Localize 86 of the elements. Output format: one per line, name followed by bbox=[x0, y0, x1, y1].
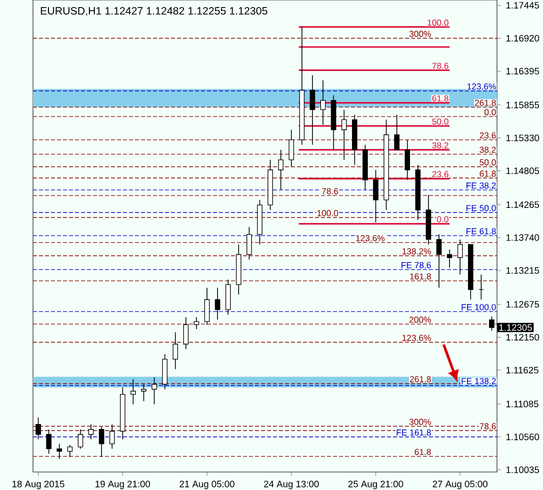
candlestick bbox=[373, 169, 378, 223]
y-tick-label: 1.12675 bbox=[506, 301, 540, 308]
annotation: 100.0 bbox=[317, 210, 338, 216]
x-tick-label: 19 Aug 21:00 bbox=[96, 480, 150, 490]
annotation: 123.6% bbox=[467, 83, 496, 90]
annotation: FE 138.2 bbox=[462, 378, 496, 384]
y-tick-label: 1.11085 bbox=[506, 400, 538, 408]
candlestick bbox=[194, 316, 200, 330]
annotation: 23.6 bbox=[432, 171, 448, 178]
annotation: 100.0 bbox=[428, 19, 448, 26]
y-tick-label: 1.16920 bbox=[506, 34, 540, 42]
candlestick bbox=[67, 444, 73, 458]
candlestick bbox=[489, 316, 494, 332]
candlestick bbox=[404, 139, 410, 180]
candlestick bbox=[36, 417, 41, 440]
candlestick bbox=[130, 378, 136, 405]
y-tick-label: 1.11625 bbox=[506, 366, 538, 374]
candlestick bbox=[109, 424, 115, 450]
candlestick bbox=[320, 80, 326, 126]
annotation: FE 100.0 bbox=[462, 304, 496, 310]
candlestick bbox=[78, 428, 84, 450]
candlestick bbox=[56, 443, 62, 460]
candlestick bbox=[246, 226, 252, 260]
annotation: 50.0 bbox=[432, 118, 448, 125]
y-tick-label: 1.13215 bbox=[506, 267, 540, 274]
candlestick bbox=[141, 384, 146, 402]
y-tick-label: 1.13740 bbox=[506, 234, 540, 241]
text: EURUSD,H1 1.12427 1.12482 1.12255 1.12305 bbox=[40, 7, 268, 16]
y-tick-label: 1.15855 bbox=[506, 102, 540, 108]
candlestick bbox=[278, 149, 284, 190]
annotation: 0.0 bbox=[484, 109, 496, 116]
candlestick bbox=[152, 376, 157, 405]
annotation: 261.8 bbox=[474, 100, 496, 106]
y-tick-label: 1.15330 bbox=[506, 134, 540, 142]
candlestick bbox=[436, 234, 442, 288]
x-tick-label: 21 Aug 05:00 bbox=[180, 480, 234, 490]
annotation: FE 78.6 bbox=[402, 262, 431, 268]
candlestick bbox=[214, 287, 220, 320]
annotation: 50.0 bbox=[480, 159, 496, 166]
annotation: 23.6 bbox=[480, 132, 496, 138]
annotation: 200% bbox=[410, 316, 431, 323]
annotation: 61.8 bbox=[480, 170, 496, 177]
annotation: 300% bbox=[409, 418, 431, 425]
annotation: 123.6% bbox=[402, 334, 431, 341]
annotation: 78.6 bbox=[432, 62, 448, 69]
x-tick-label: 25 Aug 21:00 bbox=[348, 480, 404, 490]
annotation: FE 161.8 bbox=[396, 429, 431, 436]
y-tick-label: 1.10035 bbox=[506, 466, 540, 474]
annotation: 78.6 bbox=[480, 423, 496, 430]
annotation: 138.2% bbox=[402, 248, 431, 254]
candlestick bbox=[341, 109, 347, 160]
annotation: 261.8 bbox=[410, 376, 431, 382]
annotation: FE 38.2 bbox=[466, 182, 496, 189]
candlestick bbox=[98, 426, 104, 458]
candlestick bbox=[446, 249, 452, 268]
candlestick bbox=[394, 114, 400, 150]
candlestick bbox=[88, 424, 94, 440]
candlestick bbox=[204, 287, 210, 326]
annotation: FE 50.0 bbox=[466, 205, 496, 212]
annotation: FE 61.8 bbox=[466, 228, 496, 234]
annotation: 0.0 bbox=[437, 216, 448, 222]
x-tick-label: 24 Aug 13:00 bbox=[264, 480, 319, 490]
candlestick bbox=[183, 316, 189, 350]
y-tick-label: 1.12150 bbox=[506, 334, 540, 341]
candlestick bbox=[478, 274, 484, 300]
annotation: 61.8 bbox=[432, 95, 448, 102]
candlestick bbox=[310, 74, 316, 146]
y-tick-label: 1.16395 bbox=[506, 68, 540, 74]
y-tick-label: 1.10560 bbox=[506, 434, 540, 440]
annotation: 61.8 bbox=[414, 448, 431, 455]
annotation: 38.2 bbox=[480, 146, 496, 153]
y-tick-label: 1.14265 bbox=[506, 201, 540, 208]
y-tick-label: 1.17445 bbox=[506, 2, 540, 9]
y-tick-label: 1.14805 bbox=[506, 168, 540, 174]
candlestick bbox=[288, 129, 294, 168]
text: 1.12305 bbox=[499, 324, 532, 331]
x-tick-label: 18 Aug 2015 bbox=[12, 480, 64, 490]
candlestick bbox=[46, 428, 52, 454]
annotation: 78.6 bbox=[322, 188, 338, 194]
annotation: 300% bbox=[409, 30, 431, 37]
annotation: 161.8 bbox=[410, 273, 431, 280]
annotation: 38.2 bbox=[432, 142, 448, 148]
annotation: 123.6% bbox=[356, 235, 385, 242]
x-tick-label: 27 Aug 05:00 bbox=[432, 480, 488, 490]
candlestick bbox=[457, 239, 463, 275]
candlestick bbox=[172, 332, 178, 370]
